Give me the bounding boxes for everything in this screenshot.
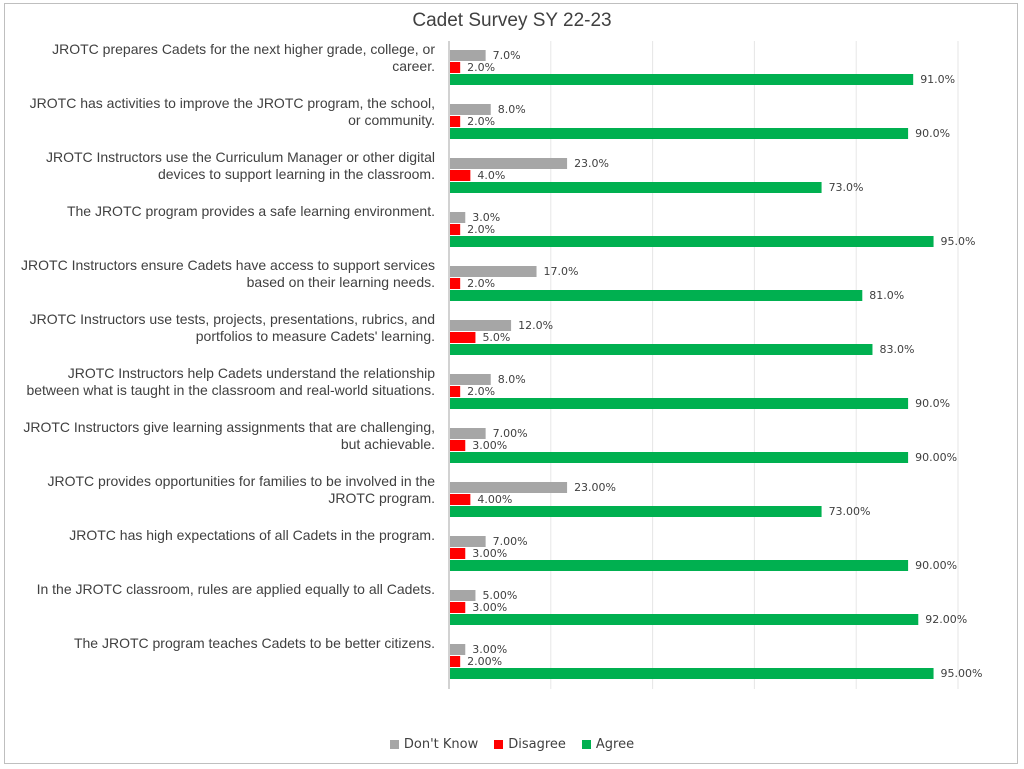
data-label: 8.0% bbox=[498, 373, 526, 386]
bar-agree bbox=[450, 614, 919, 625]
data-label: 2.0% bbox=[467, 385, 495, 398]
data-label: 8.0% bbox=[498, 103, 526, 116]
bar-disagree bbox=[450, 494, 471, 505]
data-label: 95.0% bbox=[941, 235, 976, 248]
data-label: 5.0% bbox=[482, 331, 510, 344]
category-label: JROTC provides opportunities for familie… bbox=[47, 473, 435, 506]
bar-disagree bbox=[450, 602, 466, 613]
category-label: JROTC has activities to improve the JROT… bbox=[29, 95, 435, 128]
bar-don-t-know bbox=[450, 158, 568, 169]
legend-label: Disagree bbox=[508, 737, 566, 752]
bar-agree bbox=[450, 344, 873, 355]
legend-swatch bbox=[581, 740, 591, 749]
legend-swatch bbox=[389, 740, 399, 749]
data-label: 83.0% bbox=[879, 343, 914, 356]
data-label: 95.00% bbox=[941, 667, 983, 680]
data-label: 7.00% bbox=[493, 535, 528, 548]
bar-agree bbox=[450, 668, 934, 679]
data-label: 3.0% bbox=[472, 211, 500, 224]
bar-don-t-know bbox=[450, 644, 466, 655]
legend-label: Don't Know bbox=[403, 737, 479, 752]
data-label: 2.0% bbox=[467, 115, 495, 128]
bar-disagree bbox=[450, 62, 461, 73]
bar-agree bbox=[450, 290, 863, 301]
bar-don-t-know bbox=[450, 320, 512, 331]
category-label: JROTC Instructors ensure Cadets have acc… bbox=[21, 257, 435, 290]
category-label: JROTC Instructors help Cadets understand… bbox=[26, 365, 435, 398]
data-label: 90.0% bbox=[915, 397, 950, 410]
bar-don-t-know bbox=[450, 374, 491, 385]
category-label: JROTC Instructors use tests, projects, p… bbox=[29, 311, 435, 344]
bar-disagree bbox=[450, 332, 476, 343]
legend: Don't Know Disagree Agree bbox=[5, 737, 1019, 753]
data-label: 3.00% bbox=[472, 439, 507, 452]
bar-agree bbox=[450, 182, 822, 193]
data-label: 7.00% bbox=[493, 427, 528, 440]
category-label: The JROTC program provides a safe learni… bbox=[66, 203, 435, 219]
bar-don-t-know bbox=[450, 590, 476, 601]
bar-agree bbox=[450, 506, 822, 517]
data-label: 17.0% bbox=[544, 265, 579, 278]
data-label: 92.00% bbox=[925, 613, 967, 626]
data-label: 2.0% bbox=[467, 277, 495, 290]
bar-disagree bbox=[450, 440, 466, 451]
plot-area: 7.0%2.0%91.0%8.0%2.0%90.0%23.0%4.0%73.0%… bbox=[448, 41, 983, 689]
bar-don-t-know bbox=[450, 536, 486, 547]
bar-disagree bbox=[450, 116, 461, 127]
category-label: JROTC has high expectations of all Cadet… bbox=[69, 527, 435, 543]
data-label: 4.00% bbox=[477, 493, 512, 506]
data-label: 90.00% bbox=[915, 559, 957, 572]
bar-agree bbox=[450, 560, 909, 571]
bar-agree bbox=[450, 74, 914, 85]
bar-don-t-know bbox=[450, 212, 466, 223]
chart-frame: Cadet Survey SY 22-23 7.0% 2.0% 91.0% 8.0% 2… bbox=[4, 3, 1018, 764]
bar-agree bbox=[450, 236, 934, 247]
data-label: 2.0% bbox=[467, 61, 495, 74]
chart-title: Cadet Survey SY 22-23 bbox=[412, 10, 612, 31]
data-label: 3.00% bbox=[472, 547, 507, 560]
bar-disagree bbox=[450, 656, 461, 667]
bar-don-t-know bbox=[450, 50, 486, 61]
bar-disagree bbox=[450, 224, 461, 235]
legend-entry: Disagree bbox=[494, 737, 566, 752]
data-label: 73.00% bbox=[829, 505, 871, 518]
data-label: 23.0% bbox=[574, 157, 609, 170]
bar-don-t-know bbox=[450, 104, 491, 115]
bar-agree bbox=[450, 452, 909, 463]
data-label: 7.0% bbox=[493, 49, 521, 62]
data-label: 2.0% bbox=[467, 223, 495, 236]
category-label: JROTC Instructors use the Curriculum Man… bbox=[45, 149, 435, 182]
data-label: 3.00% bbox=[472, 601, 507, 614]
bar-disagree bbox=[450, 170, 471, 181]
legend-entry: Agree bbox=[581, 737, 635, 752]
bar-disagree bbox=[450, 386, 461, 397]
category-label: JROTC Instructors give learning assignme… bbox=[23, 419, 435, 452]
bar-agree bbox=[450, 128, 909, 139]
category-label: JROTC prepares Cadets for the next highe… bbox=[52, 41, 435, 74]
data-label: 90.0% bbox=[915, 127, 950, 140]
data-label: 73.0% bbox=[829, 181, 864, 194]
data-label: 2.00% bbox=[467, 655, 502, 668]
category-label: In the JROTC classroom, rules are applie… bbox=[36, 581, 435, 597]
bar-agree bbox=[450, 398, 909, 409]
data-label: 23.00% bbox=[574, 481, 616, 494]
legend-swatch bbox=[494, 740, 504, 749]
category-label: The JROTC program teaches Cadets to be b… bbox=[73, 635, 435, 651]
legend-label: Agree bbox=[595, 737, 635, 752]
data-label: 81.0% bbox=[869, 289, 904, 302]
data-label: 5.00% bbox=[482, 589, 517, 602]
bar-don-t-know bbox=[450, 482, 568, 493]
data-label: 3.00% bbox=[472, 643, 507, 656]
data-label: 4.0% bbox=[477, 169, 505, 182]
legend-entry: Don't Know bbox=[389, 737, 479, 752]
bar-disagree bbox=[450, 278, 461, 289]
bar-don-t-know bbox=[450, 428, 486, 439]
bar-don-t-know bbox=[450, 266, 537, 277]
bar-disagree bbox=[450, 548, 466, 559]
data-label: 12.0% bbox=[518, 319, 553, 332]
data-label: 91.0% bbox=[920, 73, 955, 86]
data-label: 90.00% bbox=[915, 451, 957, 464]
